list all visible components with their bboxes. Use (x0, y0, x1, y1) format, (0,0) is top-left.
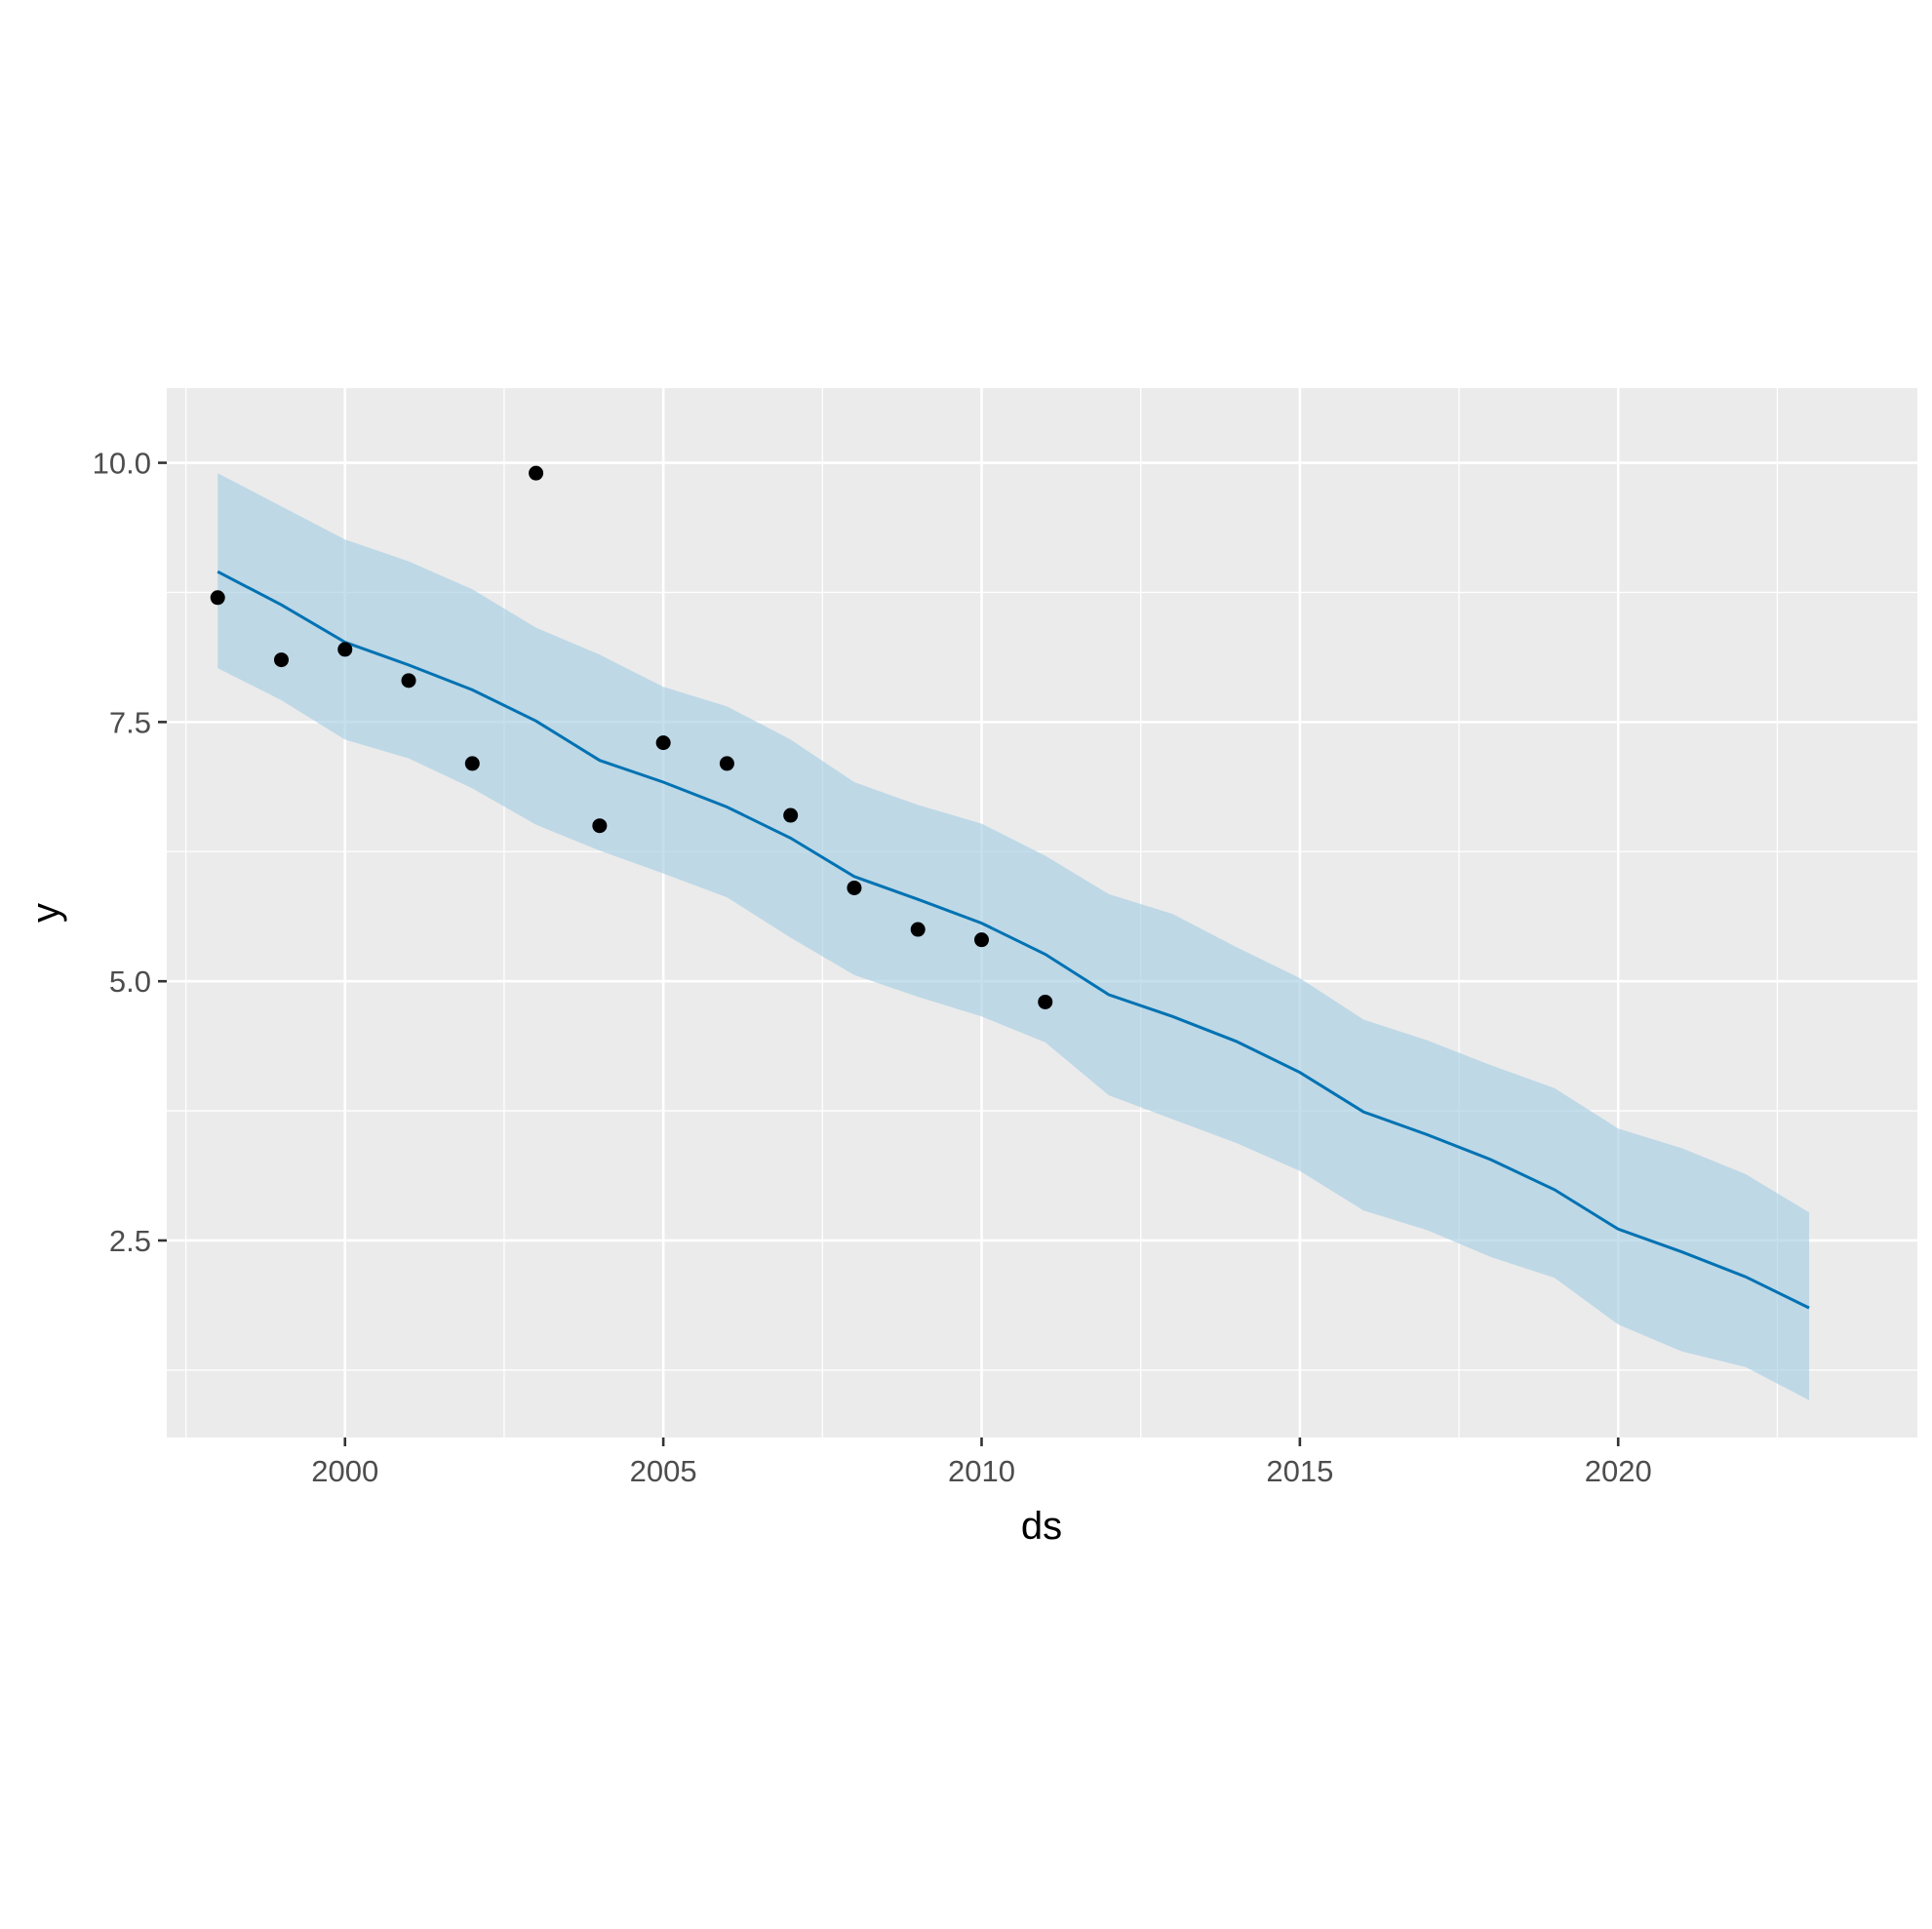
data-point (783, 807, 799, 823)
data-point (655, 735, 671, 751)
data-point (464, 756, 480, 771)
data-point (1038, 994, 1053, 1009)
forecast-line (217, 570, 1810, 1310)
data-point (973, 932, 989, 948)
data-point (273, 652, 289, 668)
data-point (401, 673, 416, 689)
uncertainty-interval-band (217, 473, 1810, 1400)
x-axis-title: ds (1021, 1505, 1062, 1548)
data-point (592, 818, 608, 834)
y-tick-label: 2.5 (109, 1224, 151, 1258)
x-tick-label: 2005 (630, 1454, 697, 1488)
x-axis-ticks: 2000 2005 2010 2015 2020 (311, 1437, 1652, 1488)
y-axis-ticks: 2.5 5.0 7.5 10.0 (93, 447, 167, 1258)
y-tick-label: 5.0 (109, 964, 151, 999)
x-tick-label: 2020 (1585, 1454, 1652, 1488)
y-tick-label: 7.5 (109, 705, 151, 739)
data-point (847, 880, 862, 895)
y-tick-label: 10.0 (93, 447, 151, 481)
x-tick-label: 2000 (311, 1454, 378, 1488)
x-tick-label: 2015 (1266, 1454, 1333, 1488)
observed-points (210, 465, 1053, 1009)
data-point (529, 465, 544, 481)
data-point (910, 922, 926, 937)
data-point (210, 590, 225, 606)
data-point (719, 756, 734, 771)
data-point (337, 642, 353, 657)
x-tick-label: 2010 (948, 1454, 1015, 1488)
y-axis-title: y (24, 903, 67, 923)
